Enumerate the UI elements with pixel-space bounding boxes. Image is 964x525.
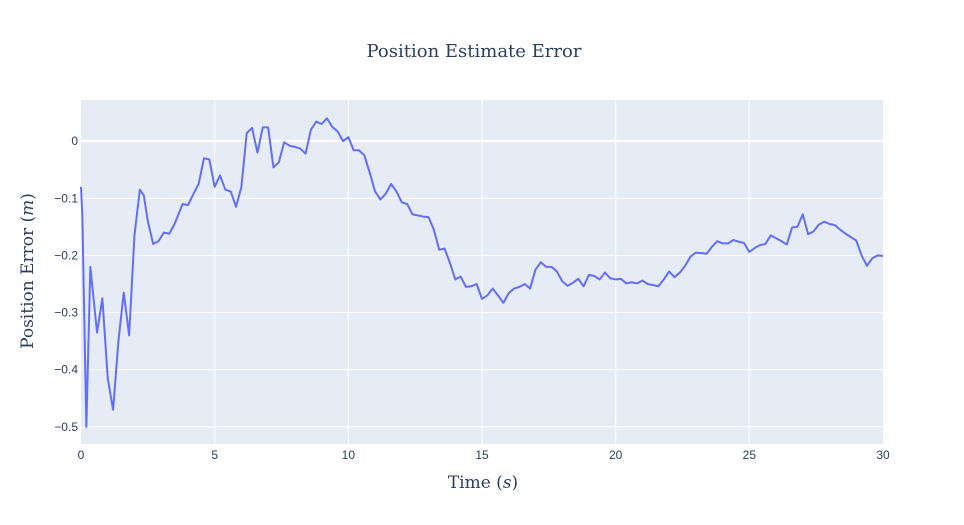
- x-axis-title: Time (s): [448, 473, 518, 493]
- x-axis-title-unit: s: [503, 473, 512, 493]
- x-tick-label: 5: [211, 448, 218, 462]
- y-axis-title-text: Position Error (: [18, 216, 38, 349]
- y-tick-label: 0: [71, 134, 78, 148]
- y-tick-label: −0.4: [54, 363, 78, 377]
- y-tick-label: −0.3: [54, 306, 78, 320]
- y-tick-label: −0.5: [54, 420, 78, 434]
- y-axis-title: Position Error (m): [18, 193, 38, 349]
- chart-title: Position Estimate Error: [367, 41, 582, 62]
- x-tick-label: 20: [609, 448, 623, 462]
- series-line: [80, 117, 884, 428]
- x-tick-label: 30: [876, 448, 890, 462]
- x-tick-label: 10: [342, 448, 356, 462]
- y-axis-title-close: ): [18, 193, 38, 200]
- y-axis-title-unit: m: [18, 200, 38, 216]
- y-tick-label: −0.1: [54, 191, 78, 205]
- series-layer: [80, 117, 884, 428]
- x-tick-label: 0: [78, 448, 85, 462]
- y-axis-ticks: 0 −0.1 −0.2 −0.3 −0.4 −0.5: [54, 134, 78, 434]
- y-tick-label: −0.2: [54, 248, 78, 262]
- x-tick-label: 25: [743, 448, 757, 462]
- x-tick-label: 15: [475, 448, 489, 462]
- x-axis-title-text: Time (: [448, 473, 503, 493]
- x-axis-ticks: 0 5 10 15 20 25 30: [78, 448, 890, 462]
- x-axis-title-close: ): [512, 473, 519, 493]
- grid-lines: [81, 100, 883, 444]
